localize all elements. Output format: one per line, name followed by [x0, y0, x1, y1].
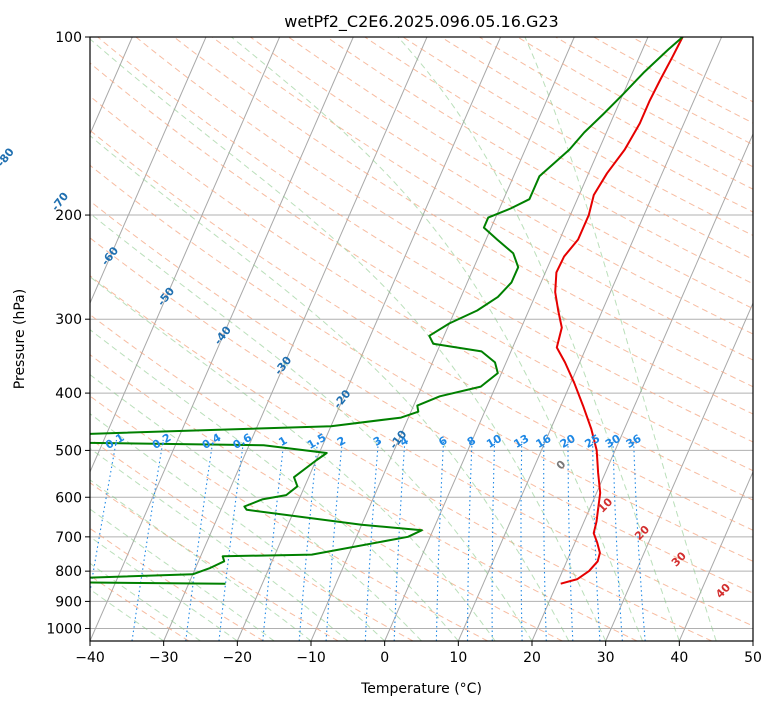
isotherm [163, 37, 428, 641]
dry-adiabat [90, 314, 638, 641]
x-tick-label: −40 [75, 650, 105, 666]
x-tick-label: 10 [449, 650, 467, 666]
dry-adiabat [90, 200, 753, 594]
moist-adiabat [90, 135, 570, 641]
moist-adiabat [90, 536, 238, 641]
dry-adiabat [479, 37, 753, 190]
isotherm [457, 37, 723, 641]
moist-adiabat [90, 38, 607, 641]
moist-adiabat [90, 479, 312, 641]
dry-adiabat [90, 95, 753, 501]
profile-lines [90, 37, 684, 585]
isotherm [384, 37, 649, 641]
x-tick-label: 0 [380, 650, 389, 666]
dry-adiabat [440, 37, 753, 213]
x-axis-label: Temperature (°C) [360, 681, 482, 697]
dry-adiabat [364, 37, 753, 260]
dewpoint-profile-line [90, 37, 684, 585]
moist-adiabat [231, 37, 643, 641]
moist-adiabat [524, 37, 717, 641]
moist-adiabat [397, 37, 680, 641]
mixing-ratio-line [466, 439, 473, 641]
y-tick-label: 1000 [46, 621, 82, 637]
dry-adiabat [288, 37, 753, 310]
x-tick-label: 40 [670, 650, 688, 666]
x-tick-label: −10 [296, 650, 326, 666]
dry-adiabat [90, 237, 753, 627]
temperature-profile-line [554, 37, 684, 585]
isotherm [531, 132, 753, 641]
x-tick-label: −20 [223, 650, 253, 666]
y-tick-label: 500 [55, 443, 82, 459]
plot-frame [89, 36, 754, 642]
isotherm [236, 37, 502, 641]
axes: −40 −30 −20 −10 0 10 20 30 40 50 100 200 300 400 500 60… [46, 30, 762, 666]
y-tick-label: 700 [55, 530, 82, 546]
mixing-ratio-line [592, 439, 601, 641]
x-tick-label: 20 [523, 650, 541, 666]
y-tick-label: 900 [55, 594, 82, 610]
isotherm [90, 37, 207, 305]
isotherm [90, 37, 281, 474]
chart-title: wetPf2_C2E6.2025.096.05.16.G23 [284, 12, 558, 32]
y-tick-label: 600 [55, 490, 82, 506]
x-tick-label: 30 [597, 650, 615, 666]
mixing-ratio-line [520, 439, 523, 641]
dry-adiabat [326, 37, 753, 285]
mixing-ratio-line [491, 439, 496, 641]
dry-adiabat [90, 275, 712, 641]
mixing-ratio-line [633, 439, 646, 641]
isotherm [605, 301, 753, 641]
y-tick-label: 400 [55, 386, 82, 402]
x-tick-label: −30 [149, 650, 179, 666]
dry-adiabat [90, 354, 563, 641]
y-tick-label: 300 [55, 312, 82, 328]
moist-adiabat [90, 212, 533, 641]
dry-adiabat [402, 37, 753, 237]
moist-adiabat [90, 413, 386, 641]
mixing-ratio-line [567, 439, 574, 641]
x-tick-label: 50 [744, 650, 762, 666]
mixing-ratio-line [393, 439, 406, 641]
moist-adiabat [90, 508, 275, 641]
moist-adiabat [90, 276, 496, 641]
dry-adiabat [90, 62, 753, 472]
y-tick-label: 800 [55, 564, 82, 580]
mixing-ratio-line [364, 439, 380, 641]
y-axis-label: Pressure (hPa) [12, 289, 28, 389]
dry-adiabat [90, 164, 753, 562]
dry-adiabat [517, 37, 753, 168]
y-tick-label: 200 [55, 208, 82, 224]
isotherm [678, 470, 753, 641]
y-tick-label: 100 [55, 30, 82, 46]
dry-adiabat [555, 37, 753, 146]
mixing-ratio-line [612, 439, 623, 641]
mixing-ratio-line [543, 439, 547, 641]
dry-adiabat [250, 37, 753, 335]
background-lines [90, 37, 753, 641]
dry-adiabat [90, 129, 753, 531]
moist-adiabat [90, 588, 164, 641]
moist-adiabat [90, 562, 201, 641]
mixing-ratio-line [435, 439, 445, 641]
